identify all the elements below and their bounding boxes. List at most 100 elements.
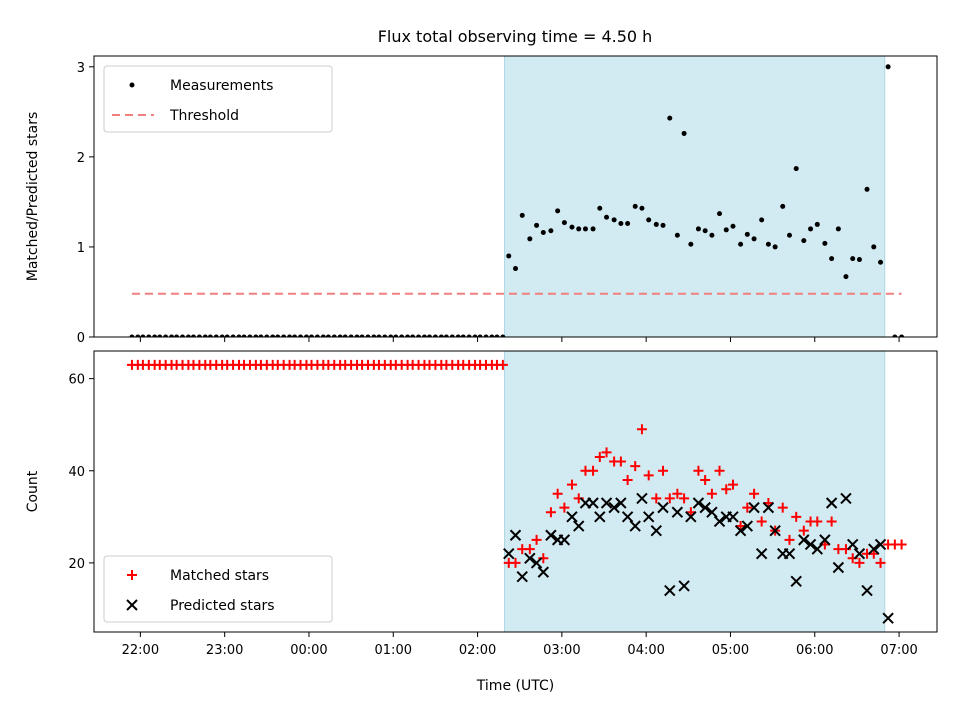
measurement-point [717,211,723,217]
measurement-point [129,334,135,337]
measurement-point [213,334,219,337]
measurement-point [835,226,841,232]
measurement-point [793,166,799,172]
measurement-point [190,334,196,337]
predicted-star-point [734,524,747,537]
measurement-point [646,217,652,223]
measurement-point [759,217,765,223]
measurement-point [618,221,624,227]
x-axis-label: Time (UTC) [476,678,554,694]
legend-matched-swatch [127,570,137,580]
measurement-point [695,226,701,232]
measurement-point [871,244,877,250]
legend-label: Predicted stars [170,598,275,614]
predicted-star-point [769,524,781,537]
matched-star-point [714,465,725,476]
measurement-point [494,334,500,337]
predicted-star-point [608,501,620,514]
legend-box [103,555,333,623]
measurement-point [376,334,382,337]
x-tick-label: 03:00 [543,643,580,658]
x-tick-label: 23:00 [206,643,243,658]
measurement-point [780,203,786,209]
measurement-point [561,220,567,226]
measurement-point [702,228,708,234]
measurement-point [709,232,715,238]
predicted-star-point [861,584,873,597]
measurement-point [653,221,659,227]
matched-star-point [594,451,605,462]
panel-2: 20 40 60 22:00 23:00 00:00 01:00 02:00 03:00 04:0… [25,350,938,658]
measurement-point [555,208,561,214]
measurement-point [843,274,849,280]
measurement-point [744,231,750,237]
measurement-point [738,241,744,247]
measurement-point [540,230,546,236]
measurement-point [432,334,438,337]
legend-label: Measurements [170,78,273,94]
measurement-point [569,224,575,230]
measurement-point [534,222,540,228]
predicted-star-point [783,547,796,560]
measurement-point [489,334,495,337]
predicted-star-point [615,497,627,509]
matched-star-point [524,544,535,555]
predicted-star-point [650,524,662,537]
measurement-point [751,236,757,242]
predicted-star-point [853,547,866,560]
matched-star-point [615,456,626,467]
predicted-star-point [587,497,599,509]
measurement-point [814,221,820,227]
measurement-point [264,334,270,337]
measurement-point [660,222,666,228]
predicted-star-point [798,534,810,546]
measurement-point [359,334,365,337]
measurement-point [850,256,856,262]
measurement-point [513,266,518,272]
measurement-point [331,334,337,337]
predicted-star-point [846,538,859,551]
matched-star-point [679,493,690,504]
measurement-point [730,223,736,229]
predicted-star-point [762,501,775,514]
measurement-point [399,334,405,337]
measurement-point [477,334,483,337]
predicted-star-point [685,511,697,523]
measurement-point [241,334,247,337]
predicted-star-point [882,612,894,624]
measurement-point [786,232,792,238]
measurement-point [856,257,862,263]
measurement-point [899,334,905,337]
measurement-point [466,334,472,337]
measurement-point [604,214,610,220]
predicted-star-point [629,520,641,532]
measurement-point [180,334,186,337]
measurement-point [772,244,778,250]
predicted-star-point [566,511,578,523]
matched-star-point [672,488,683,499]
predicted-star-point [790,575,802,588]
measurement-point [236,334,242,337]
measurement-point [576,226,582,232]
predicted-star-point [509,529,522,541]
predicted-star-point [727,511,739,523]
y-tick-label: 60 [68,373,85,388]
measurement-point [885,64,891,70]
measurement-point [230,334,236,337]
measurement-point [219,334,225,337]
x-tick-label: 00:00 [290,643,327,658]
measurement-point [674,232,680,238]
measurement-point [224,334,230,337]
measurement-point [765,241,771,247]
matched-star-point [777,502,788,513]
matched-star-point [559,502,570,513]
panel-data [129,64,905,337]
matched-star-point [545,507,556,518]
legend: Matched stars Predicted stars [103,555,333,623]
chart-title: Flux total observing time = 4.50 h [378,27,653,46]
measurement-point [472,334,478,337]
measurement-point [455,334,461,337]
measurement-point [275,334,281,337]
measurement-point [681,130,687,136]
predicted-star-point [636,492,648,505]
